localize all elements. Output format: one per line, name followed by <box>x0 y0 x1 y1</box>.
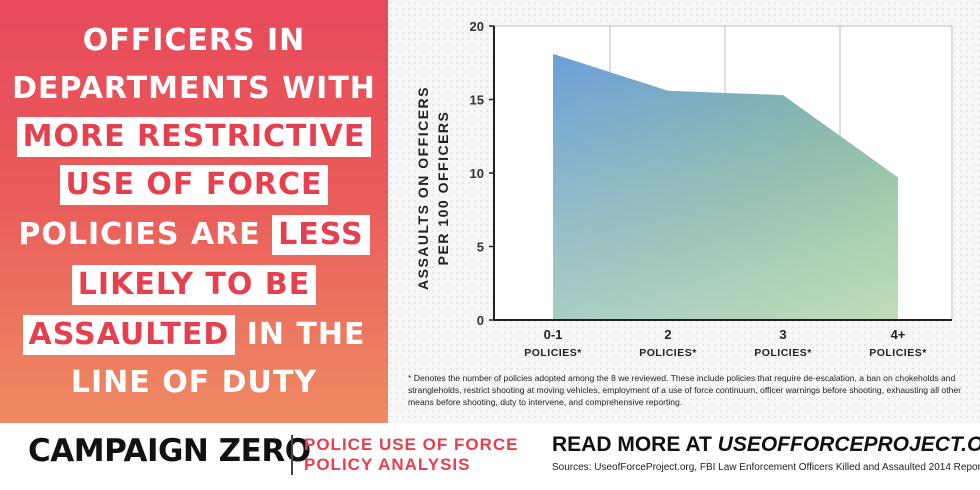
area-series-shade <box>553 53 898 321</box>
x-tick-label: 0-1 <box>544 327 563 342</box>
headline-line: USE OF FORCE <box>0 162 388 208</box>
chart-footnote: * Denotes the number of policies adopted… <box>408 373 962 407</box>
chart-panel: 0 5 10 15 20 0-1 POLICIES* 2 POLICIES* 3 POLICIES*… <box>388 0 980 423</box>
headline-text: IN THE <box>235 317 366 352</box>
headline-highlight: ASSAULTED <box>22 315 236 355</box>
headline-line: LINE OF DUTY <box>0 360 388 406</box>
headline-highlight: MORE RESTRICTIVE <box>16 117 372 157</box>
x-tick-sublabel: POLICIES* <box>639 347 697 359</box>
footer-divider <box>291 435 293 475</box>
headline-text: DEPARTMENTS WITH <box>12 71 376 106</box>
headline-highlight: LIKELY TO BE <box>71 265 317 305</box>
x-tick-label: 3 <box>779 327 786 342</box>
subtitle-line-2: POLICY ANALYSIS <box>304 455 471 474</box>
subtitle-line-1: POLICE USE OF FORCE <box>304 435 519 454</box>
headline-text: OFFICERS IN <box>82 23 306 58</box>
headline-line: LIKELY TO BE <box>0 262 388 308</box>
y-axis-title-line: PER 100 OFFICERS <box>435 111 451 266</box>
headline-line: DEPARTMENTS WITH <box>0 66 388 112</box>
y-axis-title: ASSAULTS ON OFFICERS PER 100 OFFICERS <box>415 86 451 290</box>
y-axis-title-line: ASSAULTS ON OFFICERS <box>415 86 431 290</box>
x-tick-sublabel: POLICIES* <box>754 347 812 359</box>
brand-logo: CAMPAIGN ZERO <box>28 433 311 469</box>
read-more-prefix: READ MORE AT <box>552 433 718 456</box>
y-tick-label: 20 <box>470 19 484 34</box>
read-more-url[interactable]: USEOFFORCEPROJECT.ORG <box>717 433 980 456</box>
headline-highlight: LESS <box>272 215 370 255</box>
headline-panel: OFFICERS IN DEPARTMENTS WITH MORE RESTRICT… <box>0 0 388 423</box>
headline-text: LINE OF DUTY <box>70 365 318 400</box>
headline-line: OFFICERS IN <box>0 18 388 64</box>
y-tick-label: 10 <box>470 166 484 181</box>
y-tick-label: 15 <box>470 93 484 108</box>
headline-line: ASSAULTED IN THE <box>0 312 388 358</box>
footer: CAMPAIGN ZERO POLICE USE OF FORCE POLICY… <box>0 423 980 490</box>
y-tick-label: 0 <box>477 313 484 328</box>
headline-line: POLICIES ARE LESS <box>0 212 388 258</box>
y-tick-label: 5 <box>477 240 484 255</box>
x-tick-sublabel: POLICIES* <box>869 347 927 359</box>
headline-highlight: USE OF FORCE <box>59 165 329 205</box>
x-tick-sublabel: POLICIES* <box>524 347 582 359</box>
x-tick-label: 4+ <box>891 327 906 342</box>
read-more-link[interactable]: READ MORE AT USEOFFORCEPROJECT.ORG <box>552 433 980 457</box>
headline-line: MORE RESTRICTIVE <box>0 114 388 160</box>
headline-text: POLICIES ARE <box>18 217 273 252</box>
x-tick-label: 2 <box>664 327 671 342</box>
area-chart: 0 5 10 15 20 0-1 POLICIES* 2 POLICIES* 3 POLICIES*… <box>415 19 953 359</box>
sources-text: Sources: UseofForceProject.org, FBI Law … <box>552 462 980 473</box>
